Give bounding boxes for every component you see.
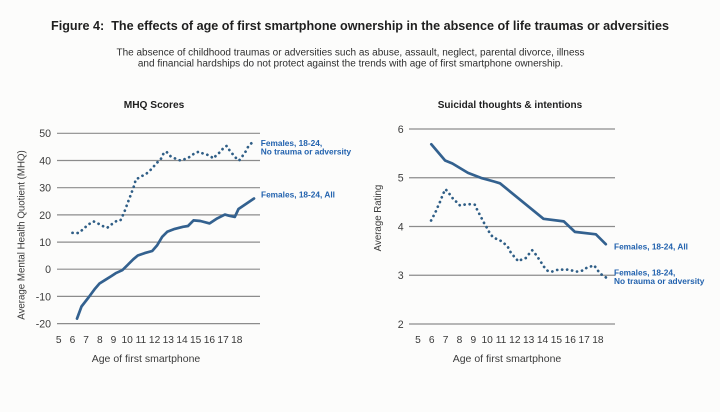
svg-text:10: 10 — [481, 335, 493, 346]
svg-text:50: 50 — [39, 128, 51, 140]
svg-text:15: 15 — [551, 335, 563, 346]
svg-text:10: 10 — [39, 237, 51, 249]
svg-text:Suicidal thoughts & intentions: Suicidal thoughts & intentions — [438, 100, 583, 111]
svg-text:No trauma or adversity: No trauma or adversity — [614, 276, 705, 286]
svg-text:5: 5 — [398, 173, 404, 185]
svg-text:17: 17 — [578, 335, 590, 346]
svg-text:8: 8 — [457, 335, 463, 346]
svg-text:MHQ Scores: MHQ Scores — [124, 100, 185, 111]
svg-text:17: 17 — [217, 335, 229, 346]
svg-text:16: 16 — [565, 335, 577, 346]
svg-text:10: 10 — [122, 335, 134, 346]
svg-text:14: 14 — [537, 335, 549, 346]
svg-text:No trauma or adversity: No trauma or adversity — [261, 147, 352, 157]
svg-text:12: 12 — [149, 335, 161, 346]
svg-text:9: 9 — [470, 335, 476, 346]
svg-text:14: 14 — [176, 335, 188, 346]
svg-text:Females, 18-24,: Females, 18-24, — [614, 267, 675, 277]
svg-text:18: 18 — [231, 335, 243, 346]
svg-text:2: 2 — [398, 319, 404, 331]
svg-text:7: 7 — [443, 335, 449, 346]
svg-text:The absence of childhood traum: The absence of childhood traumas or adve… — [116, 48, 584, 59]
svg-text:-10: -10 — [36, 291, 51, 303]
svg-text:11: 11 — [136, 335, 147, 346]
svg-text:20: 20 — [39, 210, 51, 222]
svg-text:Figure 4: The effects of age: Figure 4: The effects of age of first sm… — [51, 19, 669, 33]
svg-text:15: 15 — [190, 335, 202, 346]
svg-text:6: 6 — [429, 335, 435, 346]
svg-text:Average Rating: Average Rating — [373, 185, 384, 252]
svg-text:6: 6 — [398, 124, 404, 136]
svg-text:18: 18 — [592, 335, 604, 346]
svg-text:Females, 18-24, All: Females, 18-24, All — [614, 241, 688, 251]
svg-text:Age of first smartphone: Age of first smartphone — [453, 353, 562, 365]
svg-text:13: 13 — [163, 335, 175, 346]
svg-text:13: 13 — [523, 335, 535, 346]
svg-text:5: 5 — [56, 335, 62, 346]
svg-text:40: 40 — [39, 155, 51, 167]
svg-text:6: 6 — [70, 335, 76, 346]
svg-text:30: 30 — [39, 183, 51, 195]
svg-text:Females, 18-24, All: Females, 18-24, All — [261, 189, 335, 199]
svg-text:4: 4 — [398, 221, 404, 233]
svg-text:and financial hardships do not: and financial hardships do not protect a… — [138, 59, 563, 70]
svg-text:5: 5 — [415, 335, 421, 346]
svg-text:0: 0 — [45, 264, 51, 276]
svg-text:12: 12 — [509, 335, 521, 346]
svg-text:-20: -20 — [36, 319, 51, 331]
svg-text:7: 7 — [83, 335, 89, 346]
svg-text:Females, 18-24,: Females, 18-24, — [261, 138, 322, 148]
svg-text:16: 16 — [204, 335, 216, 346]
svg-text:Age of first smartphone: Age of first smartphone — [92, 353, 201, 365]
svg-text:9: 9 — [111, 335, 117, 346]
svg-text:8: 8 — [97, 335, 103, 346]
svg-text:Average Mental Health Quotient: Average Mental Health Quotient (MHQ) — [17, 150, 28, 319]
svg-text:3: 3 — [398, 270, 404, 282]
svg-text:11: 11 — [496, 335, 507, 346]
